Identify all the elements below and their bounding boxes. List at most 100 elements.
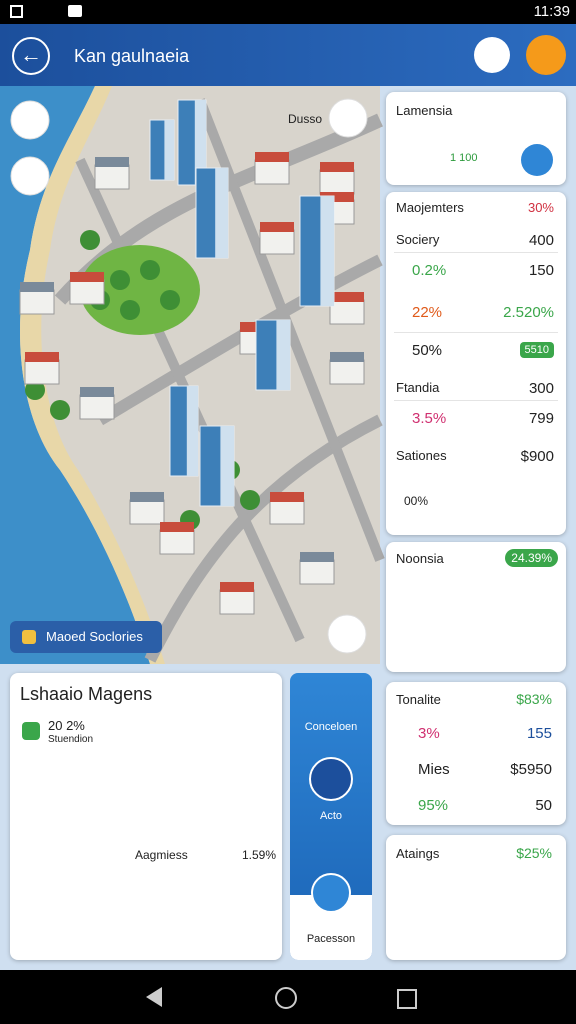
roof: [330, 352, 364, 362]
building: [254, 159, 290, 185]
building: [69, 279, 105, 305]
roof: [95, 157, 129, 167]
panel-icon[interactable]: [309, 757, 353, 801]
totals-card: Tonalite $83% 3% 155 Mies $5950 95% 50: [386, 682, 566, 825]
side-panel: Conceloen Acto Pacesson: [290, 673, 372, 960]
tool-button[interactable]: [526, 35, 566, 75]
building: [319, 169, 355, 195]
tree: [110, 270, 130, 290]
tree: [240, 490, 260, 510]
button-label: 0510: [525, 495, 548, 506]
tower-face: [194, 100, 206, 185]
divider: [394, 252, 558, 253]
status-icon: [68, 5, 82, 17]
summary-value: 1 100: [450, 152, 478, 164]
roof: [255, 152, 289, 162]
stat-icon: [22, 722, 40, 740]
row-value: 799: [528, 410, 554, 427]
map-button: [10, 100, 50, 140]
roof: [80, 387, 114, 397]
map-button: [328, 98, 368, 138]
row-label: 3.5%: [412, 410, 447, 427]
map-legend[interactable]: Maoed Soclories: [10, 621, 162, 653]
tree: [50, 400, 70, 420]
row-label: 3%: [418, 725, 440, 742]
row-label: Sationes: [396, 448, 447, 463]
row-value: 2.520%: [503, 304, 554, 321]
roof: [130, 492, 164, 502]
summary-button[interactable]: [521, 144, 553, 176]
roof: [20, 282, 54, 292]
chart-title: Aagmiess: [135, 848, 188, 862]
building: [79, 394, 115, 420]
panel-item[interactable]: Acto: [319, 810, 342, 822]
tree: [120, 300, 140, 320]
divider: [394, 332, 558, 333]
row-value: 50: [535, 797, 552, 814]
tree: [25, 380, 45, 400]
app-title: Kan gaulnaeia: [74, 46, 190, 66]
stats-card: Maojemters 30% Sociery 400 0.2% 150 22% 2.520% 5…: [386, 192, 566, 535]
card-title: Noonsia: [396, 551, 444, 566]
building: [299, 559, 335, 585]
panel-item[interactable]: Conceloen: [304, 721, 358, 733]
roof: [160, 522, 194, 532]
row-label: Mies: [418, 761, 450, 778]
map-button: [327, 614, 367, 654]
recents-button[interactable]: [397, 989, 417, 1009]
row-label: 50%: [412, 342, 443, 359]
building: [269, 499, 305, 525]
building: [329, 359, 365, 385]
roof: [260, 222, 294, 232]
time: 11:39: [533, 3, 570, 20]
status-icon: [10, 5, 23, 18]
tower-face: [320, 196, 334, 306]
building: [19, 289, 55, 315]
stat-label: Stuendion: [48, 734, 94, 745]
panel-item[interactable]: Pacesson: [306, 933, 356, 945]
row-value: 5510: [519, 342, 554, 358]
roof: [25, 352, 59, 362]
ratings-card: Ataings $25%: [386, 835, 566, 960]
row-value: 30%: [527, 200, 554, 215]
panel-icon[interactable]: [311, 873, 351, 913]
card-title: Tonalite: [396, 692, 441, 707]
building: [159, 529, 195, 555]
row-value: 400: [528, 232, 554, 249]
card-title: Ataings: [396, 846, 440, 861]
overview-card: Lshaaio Magens 20 2% Stuendion Aagmiess …: [10, 673, 282, 960]
row-label: Ftandia: [396, 380, 440, 395]
status-bar: 11:39: [0, 0, 576, 24]
building: [259, 229, 295, 255]
roof: [70, 272, 104, 282]
row-label: Sociery: [396, 232, 440, 247]
building: [129, 499, 165, 525]
building: [94, 164, 130, 190]
home-button[interactable]: [275, 987, 297, 1009]
row-value: 300: [528, 380, 554, 397]
tree: [80, 230, 100, 250]
tower-face: [186, 386, 198, 476]
row-value: $900: [520, 448, 554, 465]
tower-face: [276, 320, 290, 390]
back-button[interactable]: ←: [12, 37, 50, 75]
row-label: 95%: [418, 797, 449, 814]
row-label: Maojemters: [396, 200, 464, 215]
nav-bar: [0, 970, 576, 1024]
tower-face: [215, 168, 228, 258]
park: [80, 245, 200, 335]
tree: [160, 290, 180, 310]
back-nav[interactable]: [146, 987, 162, 1007]
building: [24, 359, 60, 385]
roof: [220, 582, 254, 592]
row-value: $5950: [510, 761, 552, 778]
edit-button[interactable]: [474, 37, 510, 73]
roof: [320, 192, 354, 202]
card-title: Lshaaio Magens: [20, 684, 153, 704]
row-value: 150: [528, 262, 554, 279]
map-button: [10, 156, 50, 196]
tree: [140, 260, 160, 280]
row-value: 155: [526, 725, 552, 742]
